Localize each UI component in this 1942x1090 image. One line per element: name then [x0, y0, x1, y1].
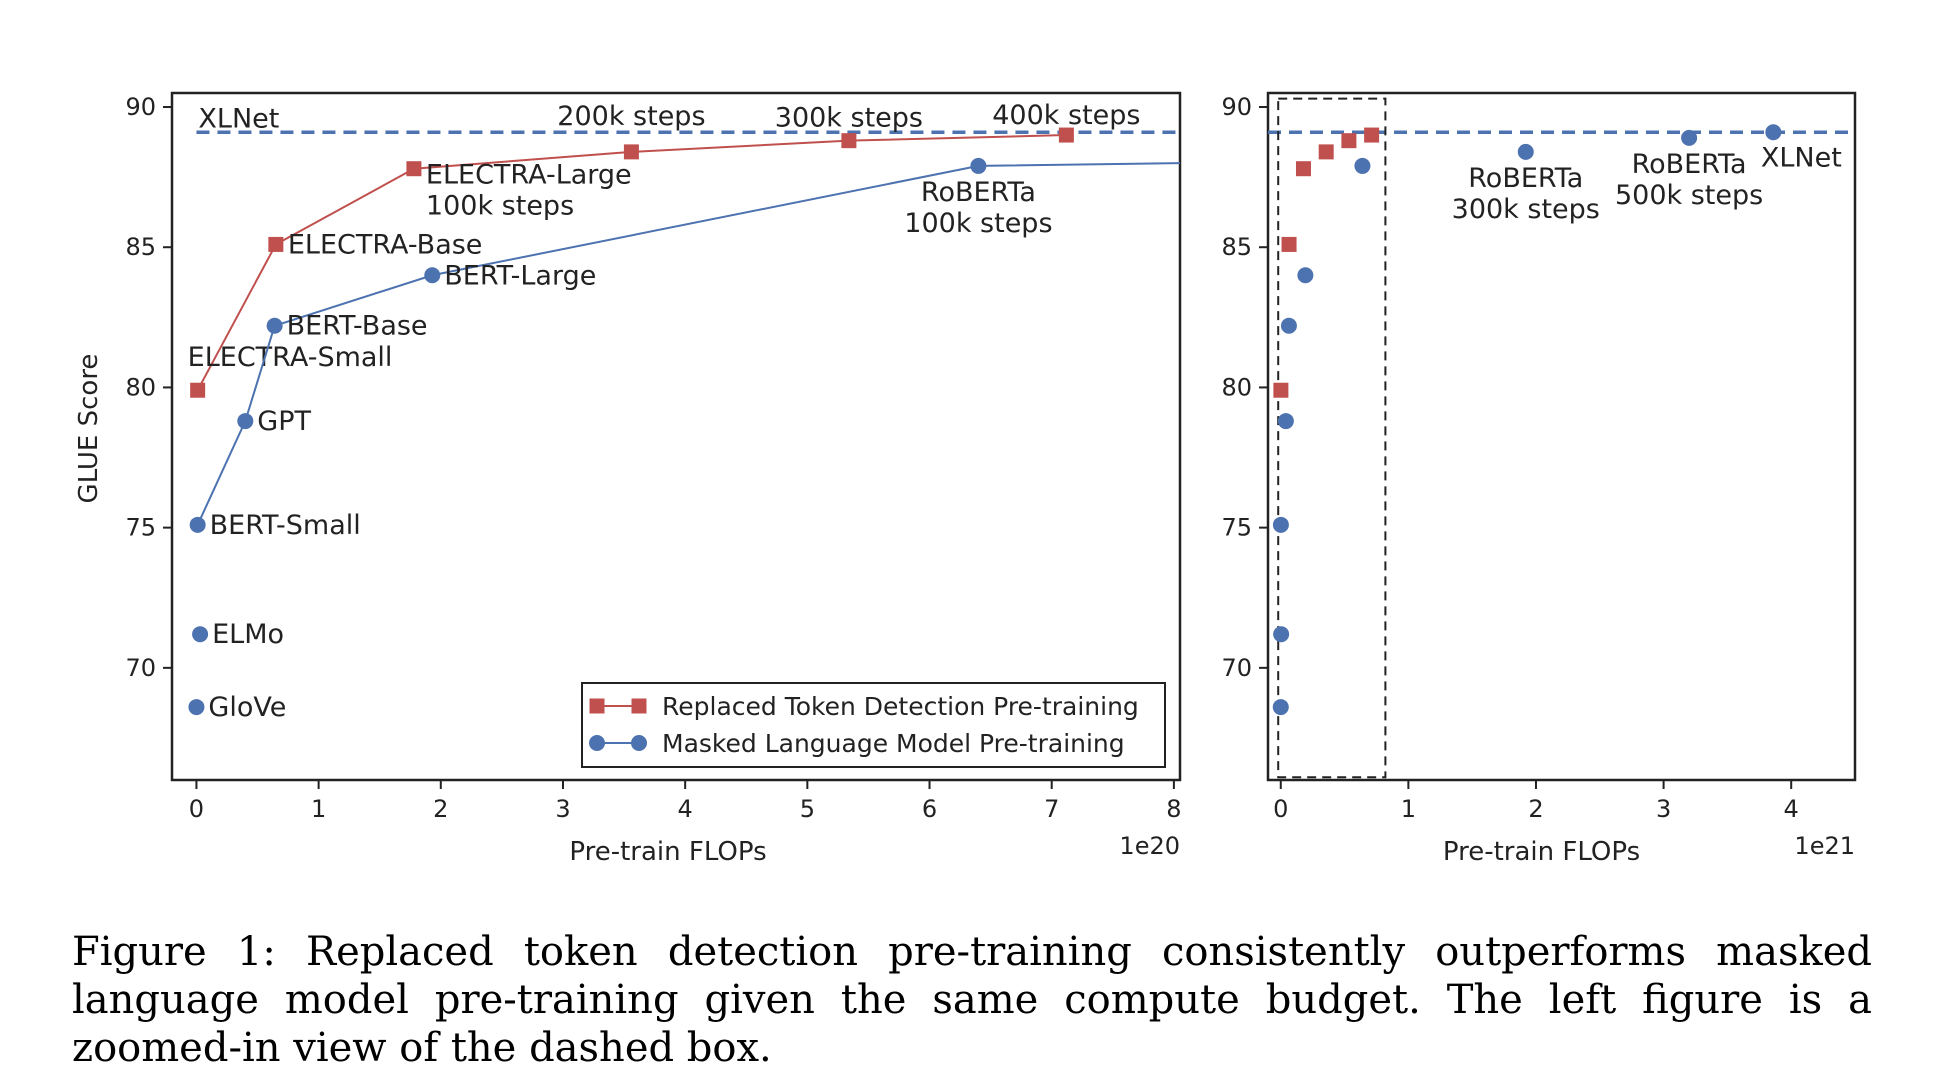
- left-mlm-point: [970, 157, 987, 174]
- right-x-axis-title: Pre-train FLOPs: [1443, 837, 1640, 867]
- left-x-tick-label: 2: [433, 795, 448, 823]
- right-mlm-point: [1272, 699, 1289, 716]
- right-mlm-point-label: XLNet: [1761, 142, 1842, 173]
- left-x-tick-label: 7: [1044, 795, 1059, 823]
- right-x-tick-label: 0: [1273, 795, 1288, 823]
- right-x-tick-label: 4: [1784, 795, 1799, 823]
- right-axes-frame: [1266, 91, 1857, 782]
- right-rtd-point: [1341, 133, 1357, 149]
- right-x-tick-label: 2: [1528, 795, 1543, 823]
- left-rtd-point-label: ELECTRA-Small: [188, 342, 393, 373]
- left-mlm-point: [188, 699, 205, 716]
- left-mlm-series-line: [196, 162, 1181, 526]
- left-mlm-point-label: 100k steps: [904, 208, 1052, 239]
- right-y-tick-label: 75: [1221, 514, 1252, 542]
- left-mlm-point-label: BERT-Base: [287, 311, 428, 342]
- left-rtd-point: [623, 144, 639, 160]
- left-rtd-point-label: 300k steps: [775, 103, 923, 134]
- right-rtd-point: [1295, 161, 1311, 177]
- right-x-tick-label: 3: [1656, 795, 1671, 823]
- right-mlm-point: [1517, 143, 1534, 160]
- left-x-tick-label: 1: [311, 795, 326, 823]
- right-mlm-point: [1297, 267, 1314, 284]
- figure-caption: Figure 1: Replaced token detection pre-t…: [72, 929, 1872, 1071]
- right-y-tick-label: 80: [1221, 373, 1252, 401]
- figure: 0 1 2 3 4 5 6 7 8 70 75 80 85 90 Pre-train FLOPs 1e20 GL…: [74, 91, 1857, 867]
- left-rtd-point-label: 200k steps: [557, 101, 705, 132]
- left-mlm-point: [189, 516, 206, 533]
- right-rtd-point: [1364, 127, 1380, 143]
- right-mlm-point-label: RoBERTa: [1632, 149, 1747, 180]
- left-mlm-point: [424, 267, 441, 284]
- left-rtd-point-label: 400k steps: [992, 100, 1140, 131]
- right-mlm-point: [1681, 129, 1698, 146]
- right-rtd-point: [1318, 144, 1334, 160]
- left-rtd-point: [190, 382, 206, 398]
- legend-rtd-marker: [589, 698, 605, 714]
- right-mlm-point-label: 500k steps: [1615, 180, 1763, 211]
- right-y-tick-label: 90: [1221, 93, 1252, 121]
- left-mlm-point-label: RoBERTa: [921, 177, 1036, 208]
- left-axes-frame: [170, 91, 1182, 782]
- left-x-tick-label: 8: [1166, 795, 1181, 823]
- right-x-multiplier: 1e21: [1794, 832, 1855, 860]
- right-mlm-point: [1354, 157, 1371, 174]
- right-x-tick-label: 1: [1401, 795, 1416, 823]
- left-mlm-point-label: ELMo: [212, 619, 284, 650]
- left-x-tick-label: 6: [922, 795, 937, 823]
- right-mlm-point: [1280, 317, 1297, 334]
- left-mlm-point-label: GloVe: [208, 692, 286, 723]
- left-x-axis-title: Pre-train FLOPs: [569, 837, 766, 867]
- left-rtd-point-label: ELECTRA-Large: [426, 160, 632, 191]
- legend-mlm-marker: [589, 735, 605, 751]
- left-x-multiplier: 1e20: [1119, 832, 1180, 860]
- left-reference-label: XLNet: [198, 103, 279, 134]
- right-mlm-point-label: RoBERTa: [1468, 163, 1583, 194]
- left-y-tick-label: 75: [125, 514, 156, 542]
- legend-rtd-marker: [631, 698, 647, 714]
- left-mlm-point-label: BERT-Small: [210, 510, 361, 541]
- left-mlm-point-label: BERT-Large: [444, 260, 596, 291]
- left-rtd-point: [406, 161, 422, 177]
- legend-box: [581, 682, 1166, 768]
- right-mlm-point: [1272, 516, 1289, 533]
- left-y-tick-label: 80: [125, 373, 156, 401]
- legend-mlm-marker: [631, 735, 647, 751]
- right-rtd-point: [1281, 236, 1297, 252]
- left-y-tick-label: 85: [125, 233, 156, 261]
- left-y-tick-label: 90: [125, 93, 156, 121]
- left-mlm-point-label: GPT: [257, 406, 311, 437]
- left-rtd-point: [268, 236, 284, 252]
- left-mlm-point: [266, 317, 283, 334]
- legend-mlm-label: Masked Language Model Pre-training: [662, 729, 1125, 758]
- right-rtd-point: [1273, 382, 1289, 398]
- left-x-tick-label: 3: [555, 795, 570, 823]
- left-x-tick-label: 4: [678, 795, 693, 823]
- right-mlm-point: [1273, 626, 1290, 643]
- right-mlm-point: [1277, 413, 1294, 430]
- left-rtd-point-label: ELECTRA-Base: [288, 229, 483, 260]
- left-y-tick-label: 70: [125, 654, 156, 682]
- left-mlm-point: [192, 626, 209, 643]
- right-y-tick-label: 70: [1221, 654, 1252, 682]
- legend-rtd-label: Replaced Token Detection Pre-training: [662, 692, 1139, 721]
- left-y-axis-title: GLUE Score: [74, 354, 104, 504]
- left-mlm-point: [237, 413, 254, 430]
- right-zoom-box: [1277, 97, 1387, 779]
- right-mlm-point-label: 300k steps: [1452, 194, 1600, 225]
- left-rtd-point: [841, 133, 857, 149]
- left-rtd-point: [1058, 127, 1074, 143]
- left-x-tick-label: 5: [800, 795, 815, 823]
- right-y-tick-label: 85: [1221, 233, 1252, 261]
- left-x-tick-label: 0: [189, 795, 204, 823]
- right-mlm-point: [1765, 124, 1782, 141]
- left-rtd-point-label: 100k steps: [426, 191, 574, 222]
- left-rtd-series-line: [196, 134, 1067, 391]
